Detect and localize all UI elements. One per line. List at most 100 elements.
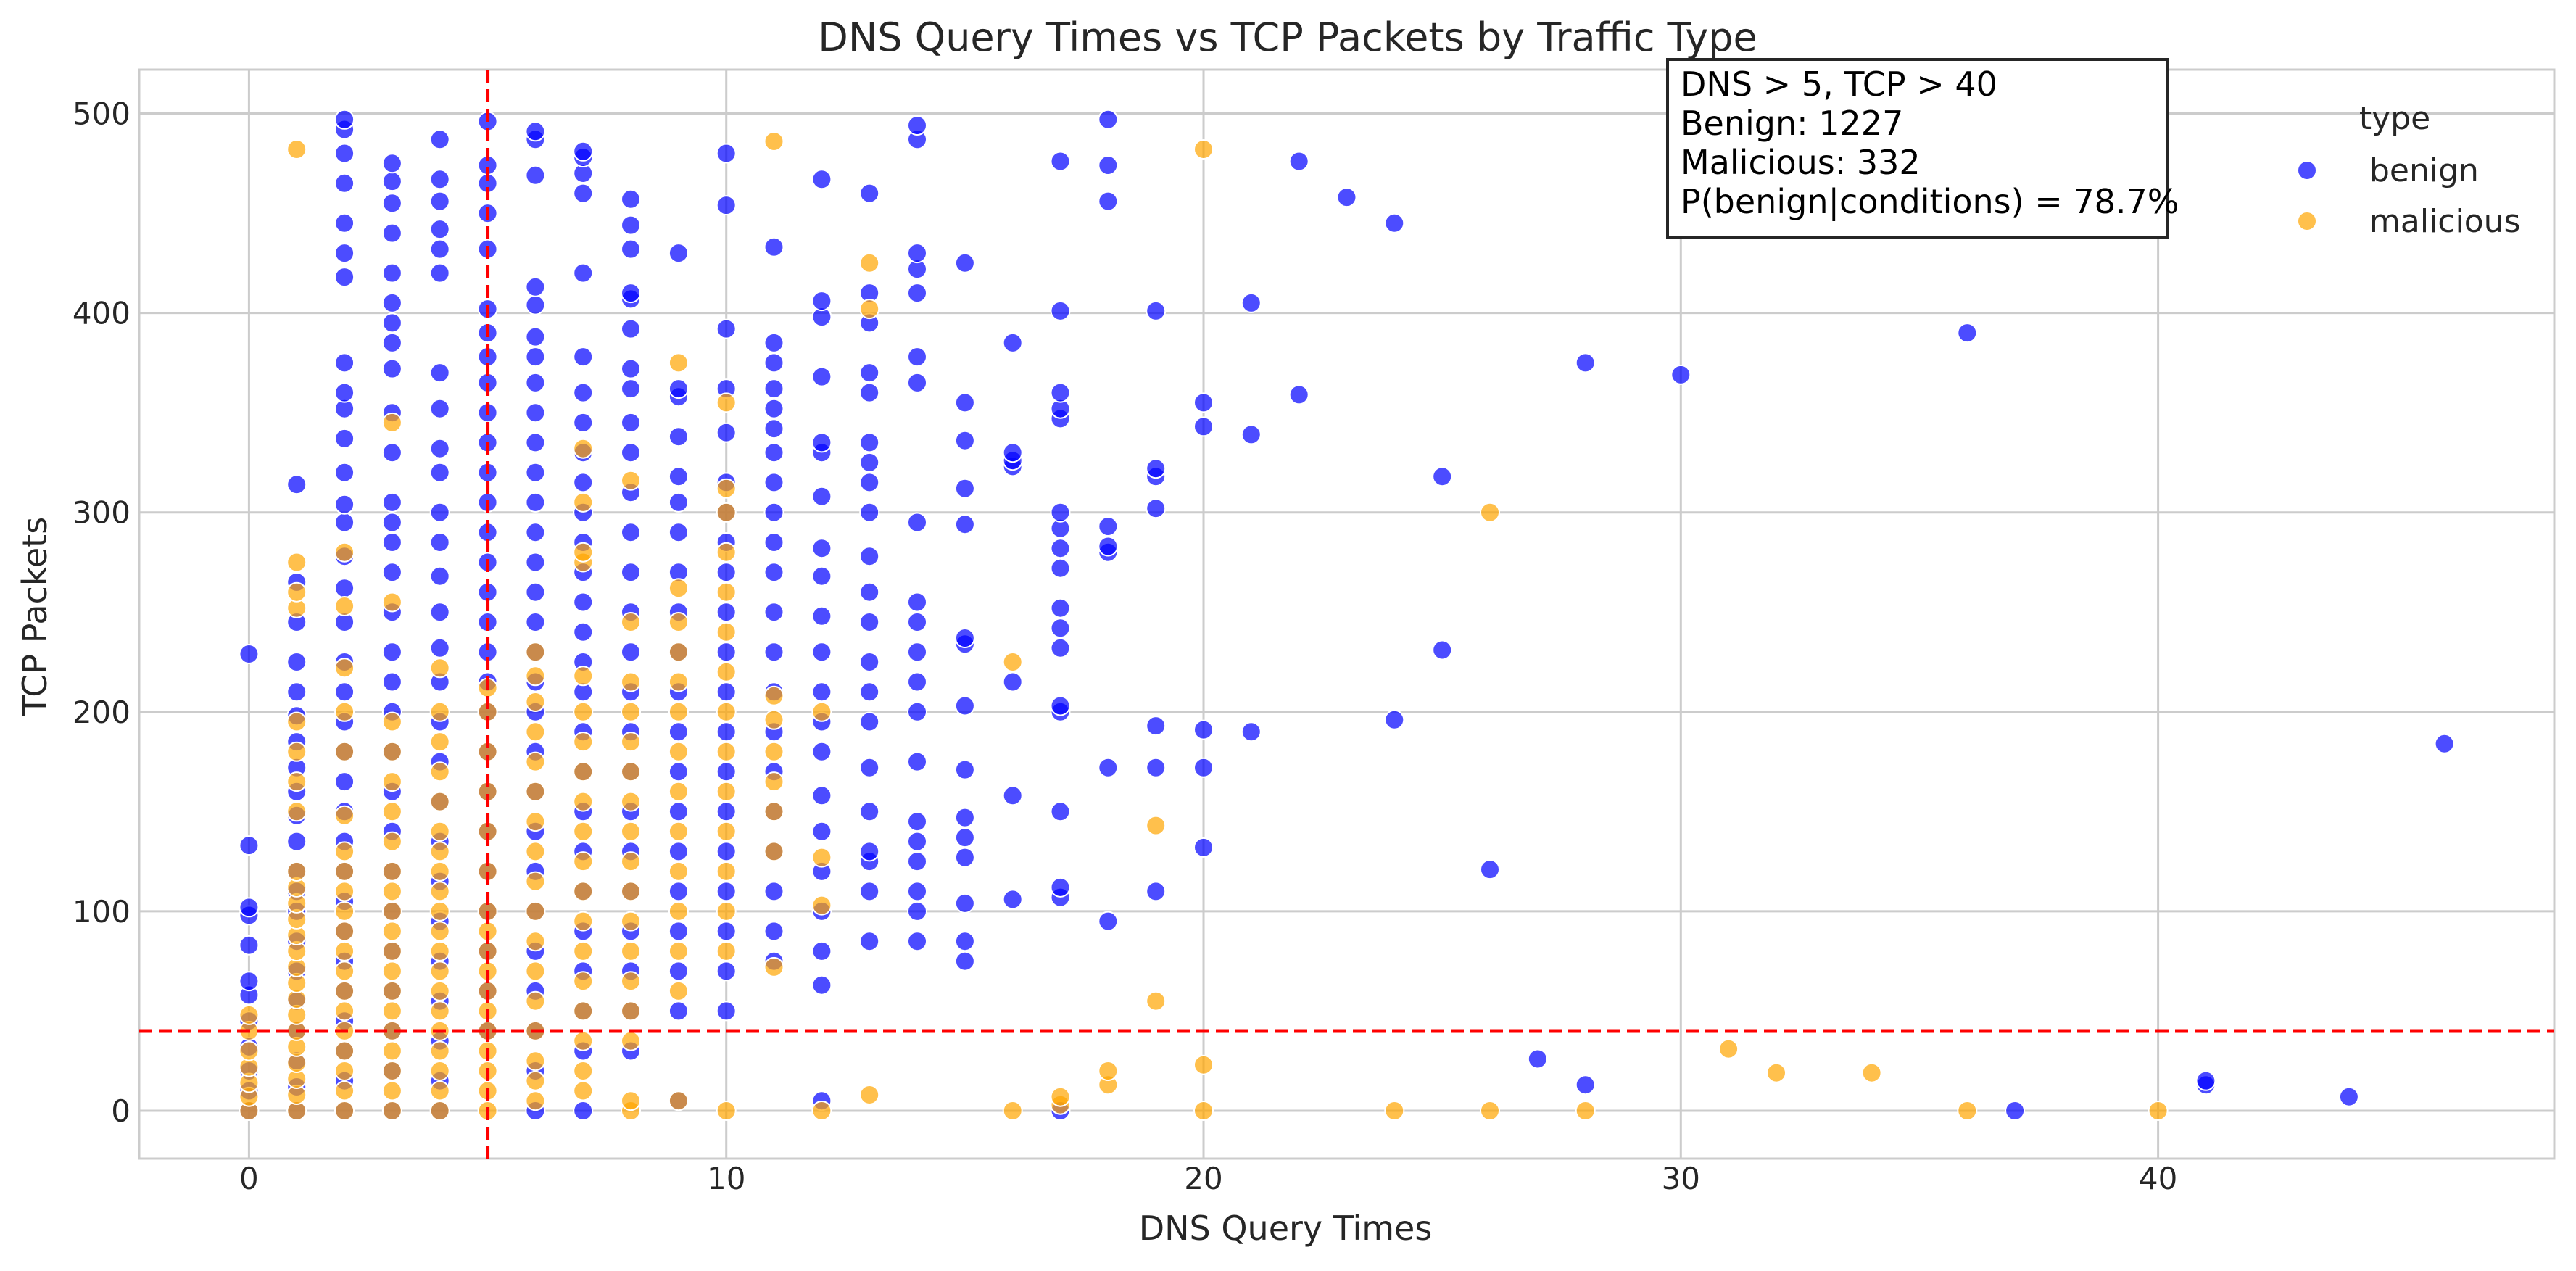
malicious-point xyxy=(429,1080,450,1101)
y-tick-label: 300 xyxy=(73,495,131,531)
malicious-point xyxy=(381,711,402,732)
malicious-point xyxy=(763,709,784,730)
benign-point xyxy=(1098,536,1119,557)
benign-point xyxy=(954,951,975,972)
annotation-line-probability: P(benign|conditions) = 78.7% xyxy=(1681,182,2179,222)
benign-point xyxy=(1098,911,1119,932)
malicious-point xyxy=(621,612,641,632)
malicious-point xyxy=(621,761,641,782)
x-tick-label: 40 xyxy=(2139,1161,2177,1196)
benign-point xyxy=(859,432,880,453)
benign-point xyxy=(1432,466,1453,487)
malicious-point xyxy=(573,1030,594,1051)
malicious-point xyxy=(716,741,737,762)
malicious-point xyxy=(381,1040,402,1061)
malicious-point xyxy=(668,741,689,762)
malicious-point xyxy=(381,831,402,852)
benign-point xyxy=(907,243,927,264)
malicious-point xyxy=(334,1101,355,1121)
benign-point xyxy=(381,262,402,283)
benign-point xyxy=(525,432,546,453)
benign-point xyxy=(525,121,546,142)
benign-point xyxy=(1002,785,1023,806)
benign-point xyxy=(668,378,689,399)
malicious-point xyxy=(573,971,594,992)
benign-point xyxy=(907,751,927,772)
malicious-point xyxy=(573,791,594,812)
benign-point xyxy=(621,562,641,583)
benign-point xyxy=(811,538,832,559)
benign-point xyxy=(429,438,450,459)
benign-point xyxy=(621,239,641,260)
benign-point xyxy=(859,183,880,204)
malicious-point xyxy=(525,901,546,922)
benign-point xyxy=(668,801,689,822)
benign-point xyxy=(716,422,737,443)
benign-point xyxy=(334,428,355,449)
malicious-point xyxy=(429,1101,450,1121)
benign-point xyxy=(525,522,546,543)
benign-point xyxy=(381,153,402,174)
benign-point xyxy=(811,366,832,387)
benign-point xyxy=(334,771,355,792)
benign-point xyxy=(716,921,737,942)
benign-point xyxy=(1098,516,1119,537)
malicious-point xyxy=(716,502,737,523)
benign-point xyxy=(668,466,689,487)
benign-point xyxy=(1098,155,1119,175)
benign-point xyxy=(1241,292,1262,313)
benign-point xyxy=(334,143,355,164)
malicious-point xyxy=(573,851,594,872)
benign-point xyxy=(907,901,927,922)
benign-point xyxy=(859,881,880,902)
benign-point xyxy=(907,115,927,136)
benign-point xyxy=(954,807,975,828)
benign-point xyxy=(954,478,975,499)
malicious-point xyxy=(621,701,641,722)
benign-point xyxy=(429,637,450,658)
benign-point xyxy=(716,1001,737,1022)
benign-point xyxy=(811,486,832,507)
malicious-point xyxy=(429,791,450,812)
benign-point xyxy=(429,191,450,212)
malicious-point xyxy=(429,921,450,942)
malicious-point xyxy=(621,971,641,992)
benign-point xyxy=(1384,212,1405,233)
benign-point xyxy=(525,165,546,186)
malicious-point xyxy=(716,821,737,842)
malicious-point xyxy=(525,811,546,832)
malicious-point xyxy=(621,940,641,961)
benign-point xyxy=(716,642,737,663)
malicious-point xyxy=(573,701,594,722)
malicious-point xyxy=(239,1004,260,1025)
benign-point xyxy=(907,347,927,368)
benign-point xyxy=(907,283,927,304)
benign-point xyxy=(668,721,689,742)
legend: type benign malicious xyxy=(2297,100,2520,240)
benign-point xyxy=(1241,424,1262,445)
malicious-point xyxy=(621,851,641,872)
benign-point xyxy=(2005,1101,2026,1121)
benign-point xyxy=(668,961,689,982)
benign-point xyxy=(1957,323,1978,344)
benign-point xyxy=(1050,300,1071,321)
malicious-point xyxy=(429,1061,450,1081)
benign-point xyxy=(1193,757,1214,778)
malicious-point xyxy=(429,761,450,782)
benign-point xyxy=(907,811,927,832)
legend-marker-malicious xyxy=(2297,211,2317,231)
benign-point xyxy=(334,462,355,483)
malicious-point xyxy=(1146,815,1167,836)
benign-point xyxy=(334,512,355,533)
malicious-point xyxy=(381,881,402,902)
malicious-point xyxy=(621,470,641,491)
benign-point xyxy=(573,141,594,162)
malicious-point xyxy=(381,861,402,882)
y-tick-label: 0 xyxy=(111,1093,131,1129)
malicious-point xyxy=(621,1001,641,1022)
benign-point xyxy=(525,462,546,483)
benign-point xyxy=(763,562,784,583)
benign-point xyxy=(1050,538,1071,559)
benign-point xyxy=(811,741,832,762)
benign-point xyxy=(429,502,450,523)
